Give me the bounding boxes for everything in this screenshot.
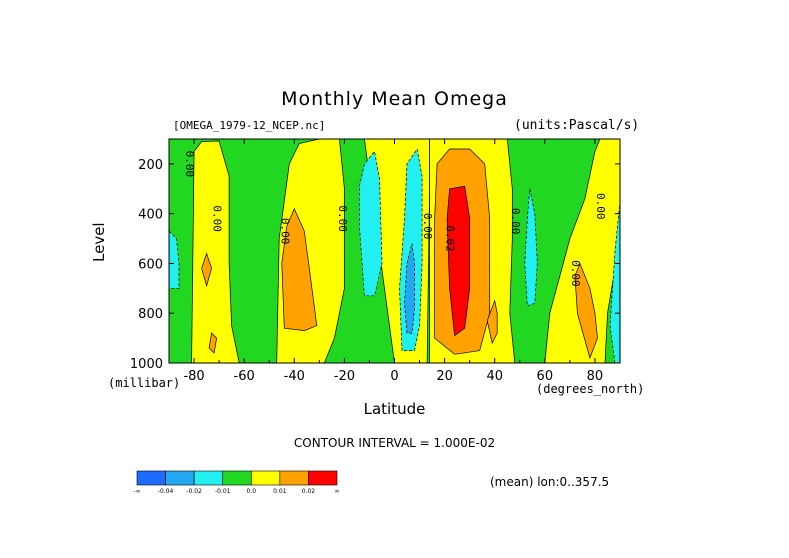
legend-label-5: 0.01	[273, 488, 287, 495]
averaging-annotation: (mean) lon:0..357.5	[490, 475, 610, 489]
x-axis-units: (degrees_north)	[536, 382, 645, 396]
y-tick-label-4: 1000	[130, 357, 163, 372]
legend-label-7: ∞	[335, 488, 340, 495]
contour-label-8: 0.00	[594, 193, 607, 220]
x-tick-label-2: -40	[284, 369, 305, 384]
chart-title: Monthly Mean Omega	[281, 88, 508, 110]
legend-swatch-4	[250, 470, 281, 486]
contour-region-0	[191, 140, 240, 363]
legend-label-4: 0.0	[247, 488, 257, 495]
x-tick-label-4: 0	[390, 369, 398, 384]
contour-interval-label: CONTOUR INTERVAL = 1.000E-02	[293, 436, 496, 450]
contour-region-15	[609, 201, 620, 363]
contour-region-12	[359, 150, 383, 297]
y-axis-units: (millibar)	[108, 376, 181, 390]
contour-label-3: 0.00	[336, 205, 349, 232]
legend-swatch-3	[222, 470, 252, 486]
y-tick-label-3: 800	[138, 307, 163, 322]
x-tick-label-1: -60	[234, 369, 255, 384]
x-tick-label-0: -80	[183, 369, 204, 384]
y-tick-label-2: 600	[138, 257, 163, 272]
units-label: (units:Pascal/s)	[514, 118, 640, 133]
x-tick-label-8: 80	[587, 369, 604, 384]
legend-swatch-1	[165, 470, 195, 486]
legend-swatch-2	[193, 470, 224, 486]
contour-region-7	[208, 332, 217, 354]
contour-label-2: 0.00	[278, 218, 291, 245]
legend-swatch-5	[279, 470, 309, 486]
legend-label-6: 0.02	[302, 488, 316, 495]
contour-label-5: 0.02	[444, 225, 457, 252]
legend-label-0: -∞	[133, 488, 140, 495]
x-tick-label-5: 20	[436, 369, 453, 384]
contour-label-1: 0.00	[211, 205, 224, 232]
x-tick-label-6: 40	[486, 369, 503, 384]
contour-region-4	[544, 139, 620, 363]
contour-label-0: 0.00	[183, 151, 196, 178]
contour-region-17	[404, 243, 415, 334]
legend-label-3: -0.01	[215, 488, 231, 495]
contour-label-6: 0.00	[509, 208, 522, 235]
contour-region-16	[169, 230, 180, 289]
x-axis-label: Latitude	[363, 400, 426, 418]
legend-swatch-0	[136, 470, 166, 486]
legend-swatch-6	[308, 470, 338, 486]
contour-region-6	[201, 252, 212, 288]
contour-region-5	[281, 207, 318, 331]
contour-region-10	[574, 262, 598, 360]
legend-label-1: -0.04	[158, 488, 174, 495]
x-tick-label-7: 60	[537, 369, 554, 384]
y-tick-label-1: 400	[138, 208, 163, 223]
legend-label-2: -0.02	[186, 488, 202, 495]
y-tick-label-0: 200	[138, 158, 163, 173]
contour-region-14	[524, 188, 538, 307]
contour-label-4: 0.00	[421, 213, 434, 240]
contour-region-9	[486, 299, 498, 345]
contour-label-7: 0.00	[569, 260, 582, 287]
x-tick-label-3: -20	[334, 369, 355, 384]
file-name-label: [OMEGA_1979-12_NCEP.nc]	[173, 119, 326, 132]
contour-region-11	[446, 185, 471, 337]
